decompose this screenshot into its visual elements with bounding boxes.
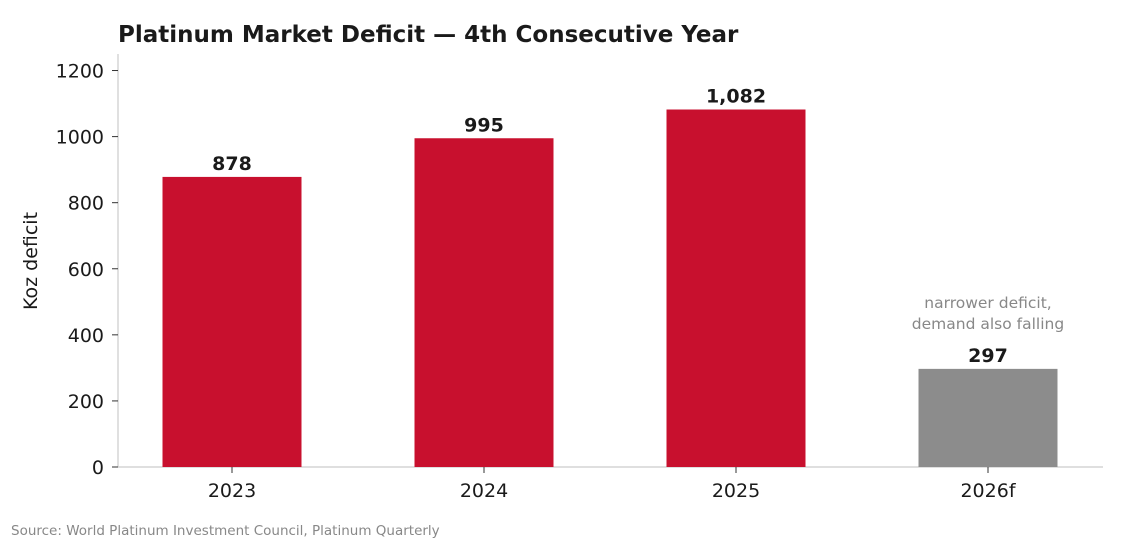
annotation-line: narrower deficit,: [924, 294, 1051, 312]
y-tick-label: 600: [68, 259, 104, 281]
source-note: Source: World Platinum Investment Counci…: [11, 523, 440, 539]
bar-value-label: 995: [464, 114, 504, 136]
x-tick-label: 2023: [208, 480, 256, 502]
annotation-line: demand also falling: [912, 315, 1064, 333]
y-tick-label: 200: [68, 391, 104, 413]
bar-2024: [414, 138, 554, 467]
bar-2026f: [918, 368, 1058, 467]
bar-labels-group: 878 995 1,082 297: [212, 86, 1008, 367]
bar-value-label: 878: [212, 153, 252, 175]
y-axis: 0 200 400 600 800 1000 1200: [56, 54, 119, 479]
x-tick-label: 2025: [712, 480, 760, 502]
y-axis-label: Koz deficit: [20, 212, 42, 310]
x-axis: 2023 2024 2025 2026f: [118, 466, 1103, 502]
y-tick-label: 0: [92, 457, 104, 479]
x-tick-label: 2024: [460, 480, 508, 502]
y-tick-label: 800: [68, 193, 104, 215]
y-tick-label: 1200: [56, 61, 104, 83]
y-tick-label: 1000: [56, 127, 104, 149]
bar-value-label: 297: [968, 345, 1008, 367]
bar-2025: [666, 109, 806, 467]
annotation-group: narrower deficit, demand also falling: [912, 294, 1064, 333]
y-tick-label: 400: [68, 325, 104, 347]
chart-title: Platinum Market Deficit — 4th Consecutiv…: [118, 22, 739, 48]
x-tick-label: 2026f: [960, 480, 1016, 502]
bar-value-label: 1,082: [706, 86, 766, 108]
bars-group: [162, 109, 1058, 467]
bar-2023: [162, 176, 302, 467]
